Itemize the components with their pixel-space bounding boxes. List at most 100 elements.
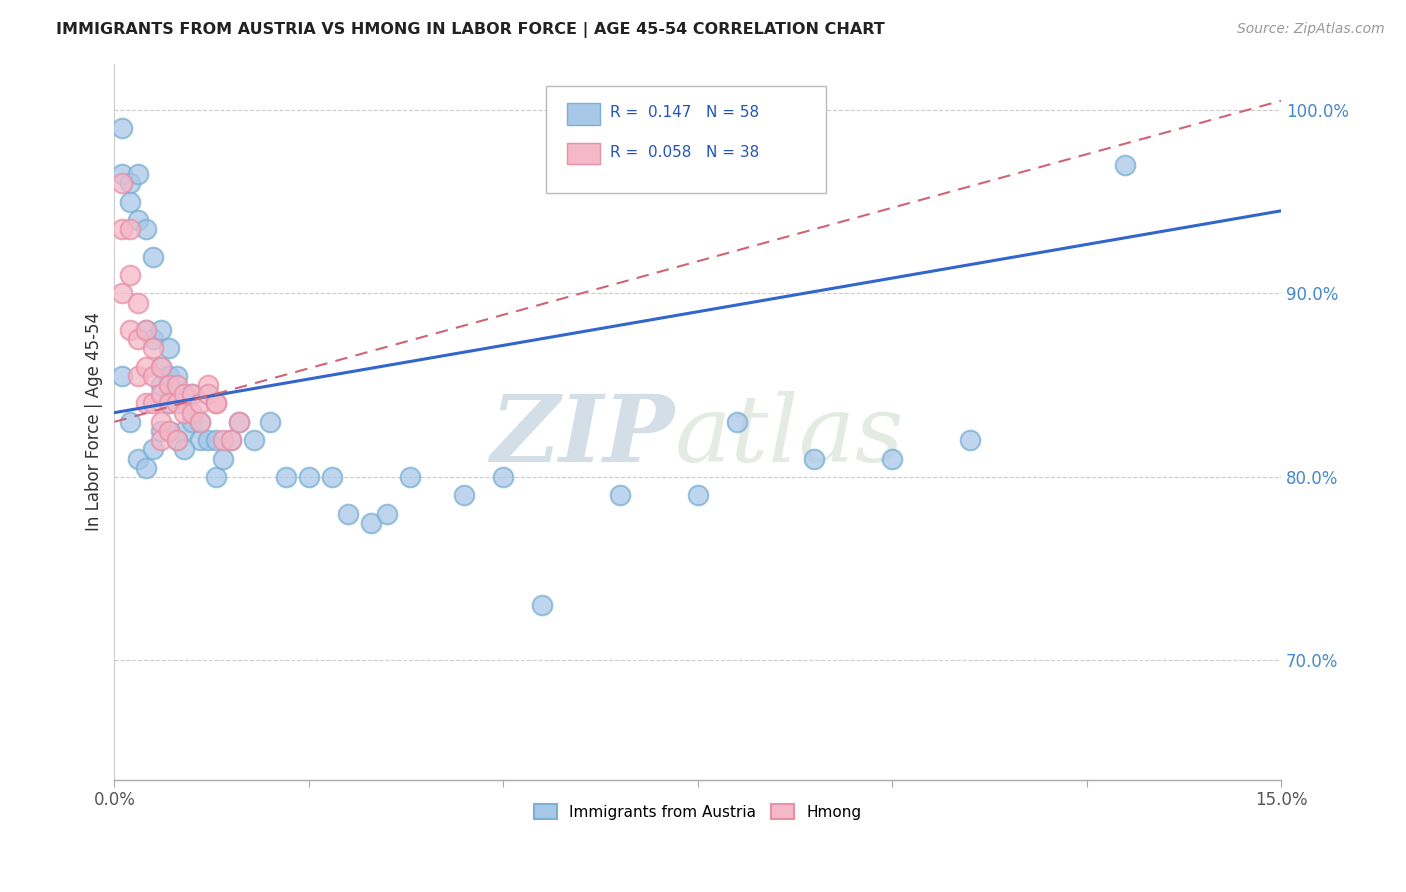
Point: [181, 387, 204, 401]
Point: [166, 387, 188, 401]
Point: [118, 323, 141, 337]
Point: [259, 415, 281, 429]
Point: [157, 424, 180, 438]
Point: [219, 433, 242, 447]
Point: [181, 415, 204, 429]
Point: [686, 488, 709, 502]
Text: ZIP: ZIP: [491, 392, 675, 481]
Legend: Immigrants from Austria, Hmong: Immigrants from Austria, Hmong: [527, 797, 868, 826]
Point: [150, 433, 173, 447]
FancyBboxPatch shape: [567, 103, 600, 125]
Point: [134, 359, 156, 374]
Point: [118, 415, 141, 429]
Point: [197, 433, 219, 447]
Point: [111, 167, 134, 181]
Point: [142, 368, 165, 383]
Point: [204, 470, 226, 484]
Text: R =  0.058   N = 38: R = 0.058 N = 38: [610, 145, 759, 160]
Point: [134, 323, 156, 337]
Point: [166, 378, 188, 392]
Point: [118, 194, 141, 209]
Point: [219, 433, 242, 447]
Point: [111, 222, 134, 236]
Point: [150, 378, 173, 392]
Point: [157, 368, 180, 383]
Point: [157, 424, 180, 438]
Point: [212, 451, 235, 466]
Point: [197, 378, 219, 392]
Point: [492, 470, 515, 484]
Point: [959, 433, 981, 447]
Text: Source: ZipAtlas.com: Source: ZipAtlas.com: [1237, 22, 1385, 37]
Point: [166, 433, 188, 447]
Point: [188, 396, 211, 410]
Point: [142, 396, 165, 410]
Point: [228, 415, 250, 429]
Point: [882, 451, 904, 466]
Point: [188, 415, 211, 429]
Point: [134, 396, 156, 410]
Point: [134, 222, 156, 236]
Point: [453, 488, 475, 502]
Point: [134, 323, 156, 337]
Point: [321, 470, 343, 484]
Point: [127, 213, 149, 227]
Point: [228, 415, 250, 429]
Point: [197, 387, 219, 401]
Point: [111, 368, 134, 383]
Point: [157, 396, 180, 410]
Point: [609, 488, 631, 502]
Point: [531, 599, 554, 613]
Point: [150, 359, 173, 374]
Text: IMMIGRANTS FROM AUSTRIA VS HMONG IN LABOR FORCE | AGE 45-54 CORRELATION CHART: IMMIGRANTS FROM AUSTRIA VS HMONG IN LABO…: [56, 22, 884, 38]
Point: [127, 332, 149, 346]
Point: [134, 460, 156, 475]
Point: [118, 177, 141, 191]
Point: [399, 470, 422, 484]
Point: [142, 342, 165, 356]
Point: [150, 424, 173, 438]
Point: [274, 470, 297, 484]
Point: [150, 323, 173, 337]
Point: [1114, 158, 1136, 172]
Point: [360, 516, 382, 530]
Point: [725, 415, 748, 429]
Point: [166, 368, 188, 383]
Point: [157, 378, 180, 392]
Point: [127, 167, 149, 181]
Point: [118, 268, 141, 282]
Point: [173, 442, 195, 457]
Point: [142, 332, 165, 346]
Point: [111, 177, 134, 191]
Point: [803, 451, 825, 466]
Point: [204, 396, 226, 410]
Point: [204, 396, 226, 410]
Point: [212, 433, 235, 447]
Point: [173, 406, 195, 420]
Point: [181, 406, 204, 420]
Point: [150, 359, 173, 374]
Point: [298, 470, 321, 484]
Point: [111, 121, 134, 136]
Point: [375, 507, 398, 521]
Point: [150, 415, 173, 429]
Point: [142, 442, 165, 457]
Text: R =  0.147   N = 58: R = 0.147 N = 58: [610, 105, 759, 120]
Point: [336, 507, 359, 521]
Point: [127, 295, 149, 310]
Point: [157, 396, 180, 410]
Point: [127, 451, 149, 466]
FancyBboxPatch shape: [546, 86, 825, 193]
Point: [173, 387, 195, 401]
Point: [243, 433, 266, 447]
Point: [166, 433, 188, 447]
Point: [142, 250, 165, 264]
Point: [173, 424, 195, 438]
Point: [181, 387, 204, 401]
Point: [111, 286, 134, 301]
Point: [127, 368, 149, 383]
Text: atlas: atlas: [675, 392, 904, 481]
Y-axis label: In Labor Force | Age 45-54: In Labor Force | Age 45-54: [86, 312, 103, 532]
Point: [166, 396, 188, 410]
FancyBboxPatch shape: [567, 143, 600, 164]
